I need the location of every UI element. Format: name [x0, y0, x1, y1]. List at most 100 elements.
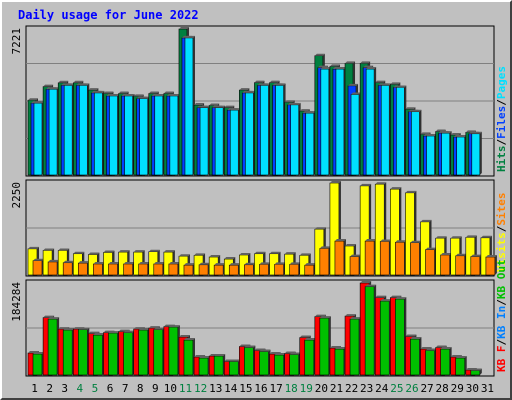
bar-visits-day-12-top [194, 253, 206, 256]
bar-sites-day-4-top [78, 261, 90, 264]
bar-hits-day-5-top [88, 88, 99, 91]
legend-entry: Pages [495, 66, 508, 99]
bar-kbout-day-4-top [78, 327, 90, 330]
bar-kbout-day-15 [244, 347, 254, 376]
bar-pages-day-27-top [426, 133, 437, 136]
x-tick-label-day-2: 2 [46, 382, 53, 395]
bar-sites-day-21-top [334, 239, 346, 242]
bar-pages-day-6-top [109, 93, 120, 96]
bar-sites-day-11-top [183, 263, 195, 266]
bar-pages-day-30-side [479, 131, 482, 175]
bar-visits-day-26-top [405, 190, 417, 193]
bar-sites-day-1 [32, 260, 43, 276]
bar-pages-day-15 [245, 92, 254, 176]
bar-pages-day-19-top [305, 111, 316, 114]
bar-sites-day-22-top [350, 254, 362, 257]
bar-visits-day-21-top [329, 181, 341, 183]
bar-hits-day-6-top [103, 91, 114, 94]
bar-sites-day-17-top [274, 262, 286, 265]
bar-hits-day-1-top [28, 98, 38, 101]
bar-pages-day-20-top [320, 67, 331, 70]
bar-sites-day-9 [153, 263, 164, 276]
bar-sites-day-6-top [108, 261, 120, 264]
bar-pages-day-11 [184, 37, 194, 176]
bar-pages-day-9 [154, 95, 164, 176]
bar-sites-day-11 [183, 264, 194, 276]
bar-kbout-day-11-top [183, 338, 195, 341]
bar-sites-day-23-top [365, 239, 377, 242]
bar-pages-day-14 [229, 109, 239, 176]
x-tick-label-day-6: 6 [107, 382, 114, 395]
bar-kbout-day-21 [334, 348, 345, 376]
bar-kbout-day-6 [108, 332, 118, 376]
bar-pages-day-20 [320, 68, 330, 176]
x-tick-label-day-29: 29 [451, 382, 464, 395]
bar-kbout-day-7 [123, 332, 133, 376]
bar-kbout-day-15-top [244, 345, 256, 348]
bar-hits-day-17-top [269, 80, 280, 83]
bar-pages-day-24-top [381, 83, 392, 86]
bar-pages-day-30-top [471, 131, 482, 134]
bar-kbout-day-25 [395, 298, 405, 376]
bar-pages-day-27 [426, 135, 435, 176]
bar-visits-day-16-top [254, 251, 266, 254]
x-tick-label-day-17: 17 [269, 382, 282, 395]
bar-pages-day-14-top [230, 108, 241, 111]
bar-sites-day-5-top [93, 261, 105, 264]
legend-visits: Visits/Sites [495, 193, 508, 273]
bar-pages-day-17 [275, 85, 284, 176]
x-tick-label-day-31: 31 [481, 382, 494, 395]
bar-sites-day-22 [349, 256, 360, 276]
bar-sites-day-3 [62, 262, 73, 276]
bar-pages-day-8-top [139, 96, 150, 99]
bar-hits-day-21-top [329, 64, 340, 67]
legend-entry: / [495, 299, 508, 306]
bar-hits-day-15-top [239, 88, 250, 91]
bar-pages-day-29 [456, 136, 466, 176]
bar-hits-day-9-top [148, 91, 159, 94]
bar-sites-day-2-top [48, 259, 60, 262]
bar-kbout-day-23-top [365, 284, 377, 287]
bar-kbout-day-1 [32, 353, 43, 376]
bar-sites-day-27 [425, 249, 435, 276]
bar-sites-day-26 [410, 242, 420, 276]
bar-pages-day-29-top [456, 134, 467, 137]
bar-sites-day-18-top [289, 262, 301, 265]
bar-kbout-day-30-side [479, 368, 482, 375]
bar-kbf-day-11-top [178, 335, 190, 338]
legend-entry: / [495, 99, 508, 106]
x-tick-label-day-18: 18 [285, 382, 298, 395]
bar-pages-day-1 [33, 102, 43, 176]
bar-pages-day-6 [109, 95, 118, 176]
bar-hits-day-26-top [405, 107, 416, 110]
bar-sites-day-14-top [229, 263, 241, 266]
x-tick-label-day-28: 28 [436, 382, 449, 395]
bar-sites-day-16-top [259, 262, 271, 265]
legend-entry: Visits [495, 232, 508, 272]
bar-sites-day-1-top [33, 258, 44, 261]
legend-entry: KB F [495, 346, 508, 373]
bar-kbout-day-24-top [380, 299, 392, 302]
bar-kbout-day-2-top [48, 317, 60, 320]
bar-kbout-day-16 [259, 351, 269, 376]
bar-pages-day-16-top [260, 83, 271, 86]
bar-pages-day-23-top [366, 67, 377, 70]
bar-kbout-day-26-top [410, 337, 422, 340]
bar-kbout-day-30-top [470, 368, 482, 371]
bar-kbout-day-20-top [319, 316, 331, 319]
bar-visits-day-7-top [118, 250, 130, 253]
bar-pages-day-17-top [275, 83, 286, 86]
bar-hits-day-19-top [299, 109, 310, 112]
bar-pages-day-9-top [154, 93, 165, 96]
bar-sites-day-28 [440, 254, 450, 276]
bar-hits-day-25-top [390, 82, 401, 85]
x-tick-label-day-13: 13 [209, 382, 222, 395]
y-max-label-kbytes: 184284 [10, 282, 23, 322]
bar-kbout-day-16-top [259, 349, 271, 352]
bar-kbout-day-5 [93, 334, 103, 376]
x-tick-label-day-30: 30 [466, 382, 479, 395]
bar-kbout-day-19-top [304, 338, 316, 341]
bar-kbout-day-2 [47, 318, 58, 376]
bar-kbout-day-20 [319, 317, 330, 376]
